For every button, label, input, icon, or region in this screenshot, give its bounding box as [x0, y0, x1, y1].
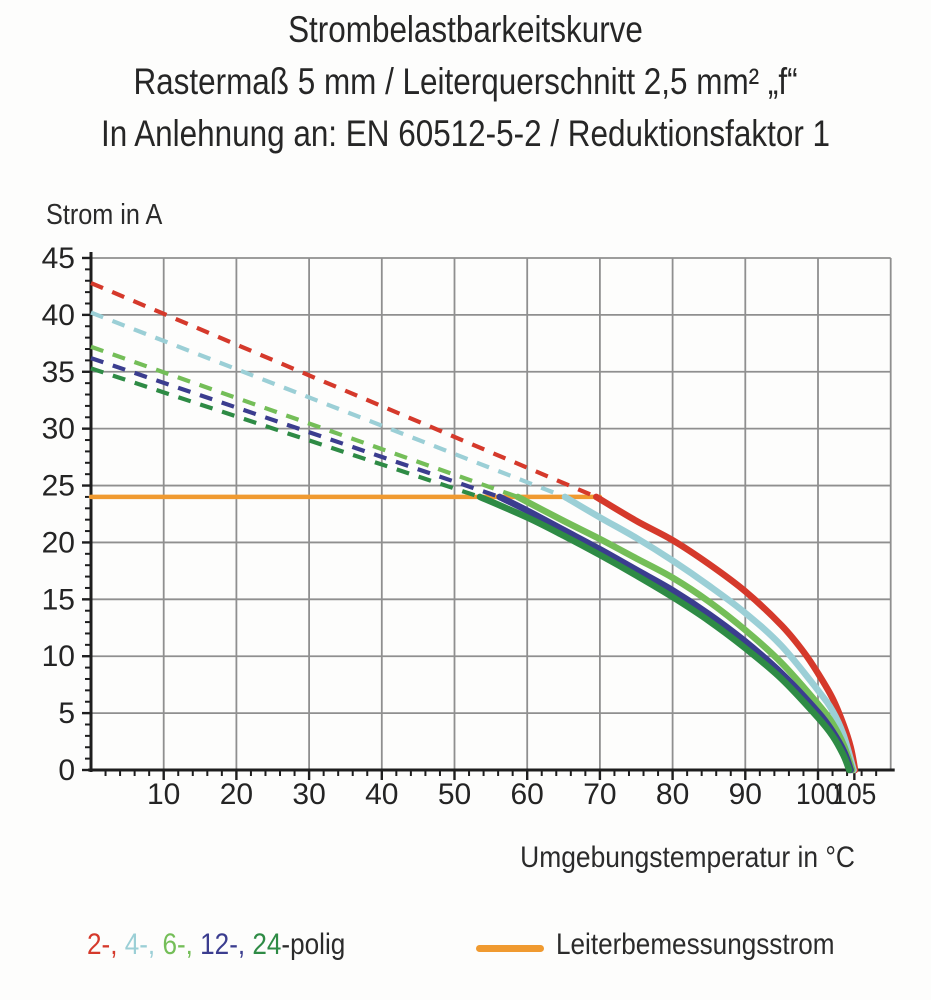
- y-tick-label: 15: [42, 583, 75, 616]
- x-tick-label: 105: [832, 778, 876, 811]
- x-tick-label: 50: [438, 778, 471, 811]
- chart-axes: [88, 251, 895, 772]
- y-tick-label: 40: [42, 299, 75, 332]
- series-4-polig-curve: [561, 493, 857, 774]
- y-tick-label: 10: [42, 640, 75, 673]
- x-tick-label: 70: [583, 778, 616, 811]
- rated-current-line-swatch: [476, 945, 544, 952]
- x-axis-title: Umgebungstemperatur in °C: [520, 841, 855, 874]
- rated-current-legend-label: Leiterbemessungsstrom: [556, 928, 835, 961]
- legend-pole-item: 2-,: [87, 928, 125, 961]
- legend-pole-item: 12-,: [200, 928, 253, 961]
- x-tick-label: 40: [365, 778, 398, 811]
- y-axis-title: Strom in A: [46, 199, 163, 231]
- x-tick-label: 80: [656, 778, 689, 811]
- series-6-polig-curve: [514, 493, 856, 774]
- y-tick-label: 20: [42, 526, 75, 559]
- chart-title-block: Strombelastbarkeitskurve Rastermaß 5 mm …: [70, 4, 861, 160]
- legend-pole-items: 2-, 4-, 6-, 12-, 24: [87, 928, 281, 961]
- y-tick-label: 30: [42, 413, 75, 446]
- legend-pole-suffix: -polig: [281, 928, 346, 961]
- series-solid-curves: [476, 493, 859, 774]
- x-tick-label: 90: [729, 778, 762, 811]
- series-12-polig-dashed: [90, 356, 501, 499]
- x-tick-label: 30: [292, 778, 325, 811]
- legend-pole-item: 4-,: [124, 928, 163, 961]
- x-tick-label: 10: [147, 778, 180, 811]
- x-tick-label: 60: [511, 778, 544, 811]
- series-dashed-segments: [90, 281, 598, 499]
- y-tick-label: 35: [42, 356, 75, 389]
- chart-title-line3: In Anlehnung an: EN 60512-5-2 / Reduktio…: [100, 113, 831, 154]
- y-tick-label: 25: [42, 470, 75, 503]
- series-6-polig-dashed: [90, 344, 519, 499]
- series-12-polig-curve: [496, 493, 854, 774]
- chart-title-line1: Strombelastbarkeitskurve: [288, 9, 643, 50]
- series-2-polig-curve: [593, 493, 859, 774]
- legend-pole-counts: 2-, 4-, 6-, 12-, 24-polig: [87, 928, 345, 962]
- series-4-polig-dashed: [90, 310, 566, 499]
- chart-ticks: [82, 256, 878, 780]
- legend-pole-item: 24: [252, 928, 282, 961]
- x-tick-label: 20: [220, 778, 253, 811]
- x-tick-label: 100: [796, 778, 840, 811]
- y-tick-label: 45: [42, 242, 75, 275]
- y-tick-label: 0: [58, 754, 75, 787]
- series-24-polig-curve: [476, 493, 853, 774]
- chart-gridlines: [91, 257, 892, 770]
- y-tick-labels: 0 5 10 15 20 25 30 35 40 45: [42, 242, 75, 787]
- chart-title-line2: Rastermaß 5 mm / Leiterquerschnitt 2,5 m…: [133, 61, 798, 102]
- y-tick-label: 5: [58, 697, 75, 730]
- legend-pole-item: 6-,: [162, 928, 201, 961]
